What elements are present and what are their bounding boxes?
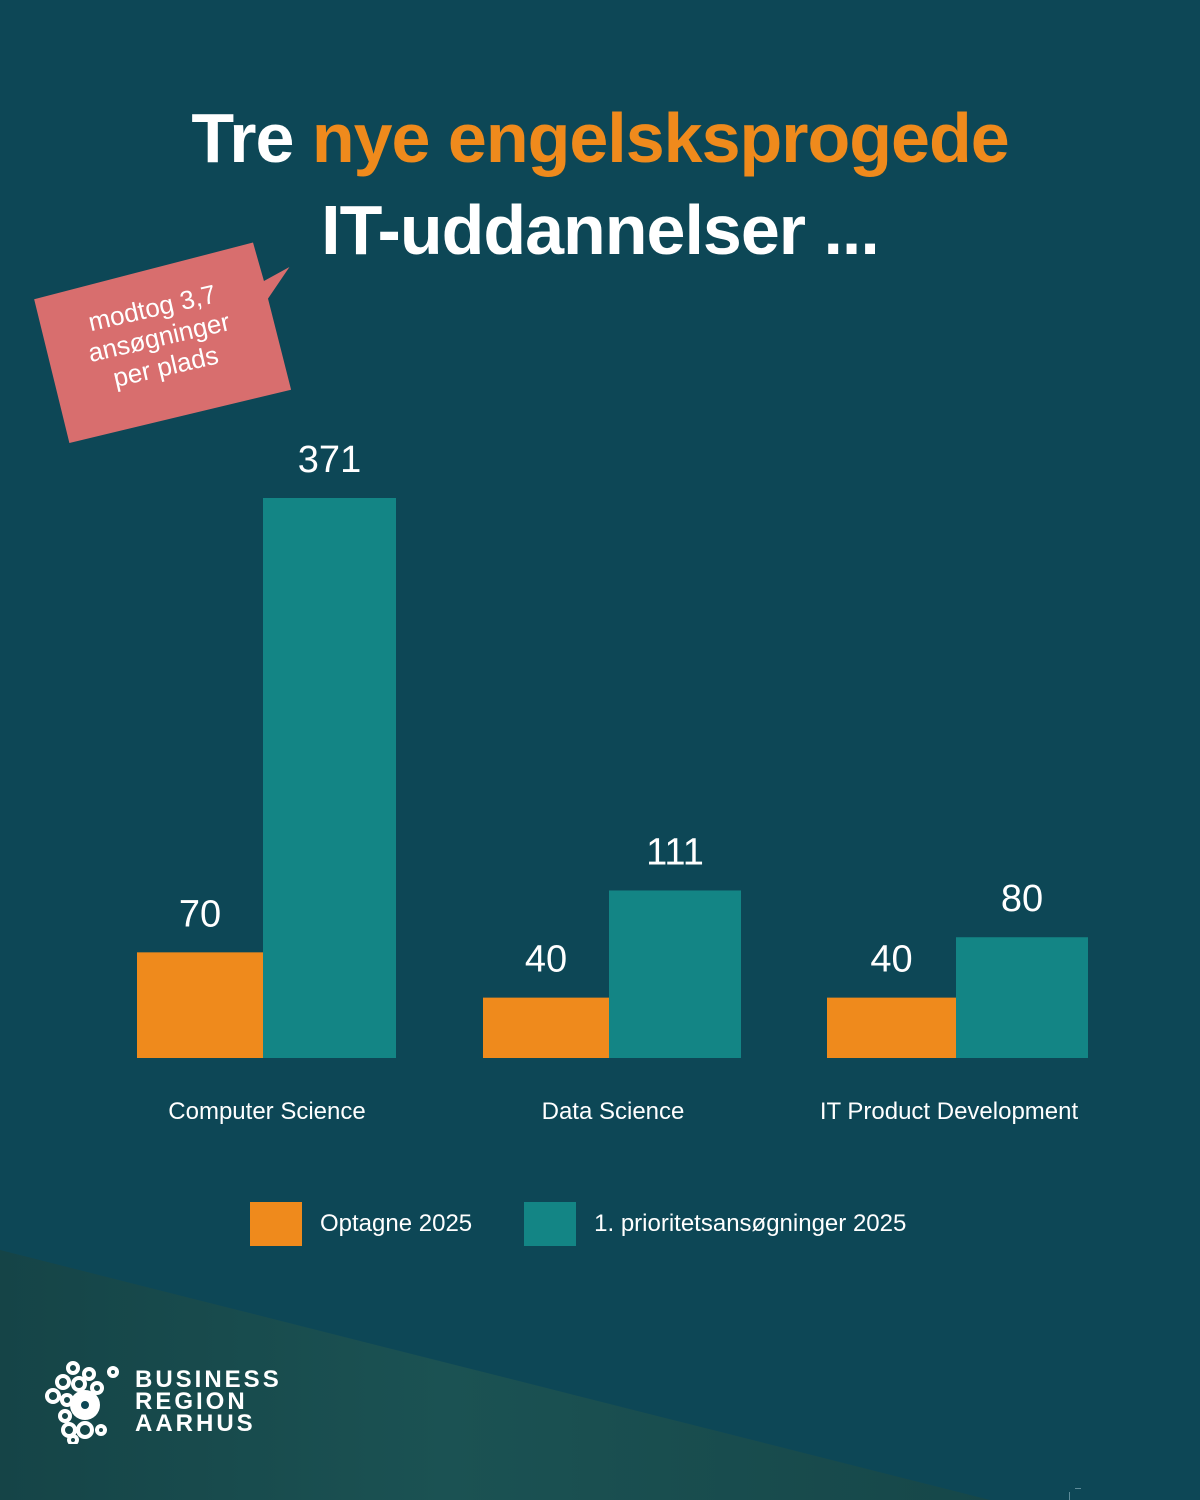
- title-line-1: Tre nye engelsksprogede: [0, 98, 1200, 178]
- bar-prioritet-computer-science: [263, 498, 396, 1058]
- legend: Optagne 2025 1. prioritetsansøgninger 20…: [250, 1202, 958, 1246]
- category-label: Computer Science: [168, 1098, 365, 1125]
- legend-item-optagne: Optagne 2025: [250, 1202, 472, 1246]
- bar-optagne-it-product-development: [827, 997, 956, 1058]
- bar-prioritet-data-science: [609, 890, 741, 1058]
- data-label: 70: [179, 893, 221, 935]
- legend-label: 1. prioritetsansøgninger 2025: [594, 1210, 907, 1237]
- data-label: 40: [870, 939, 912, 981]
- bar-optagne-computer-science: [137, 952, 263, 1058]
- title-line-2: IT-uddannelser ...: [321, 191, 880, 269]
- title-prefix: Tre: [191, 99, 294, 177]
- logo-line: BUSINESS: [135, 1366, 282, 1393]
- legend-swatch-orange: [250, 1202, 302, 1246]
- data-label: 111: [646, 831, 704, 873]
- legend-label: Optagne 2025: [320, 1210, 473, 1237]
- category-label: IT Product Development: [820, 1098, 1079, 1125]
- legend-item-prioritet: 1. prioritetsansøgninger 2025: [524, 1202, 906, 1246]
- callout-shape: [34, 242, 292, 443]
- bar-prioritet-it-product-development: [956, 937, 1088, 1058]
- data-label: 40: [525, 939, 567, 981]
- data-label: 80: [1001, 878, 1043, 920]
- logo-line: REGION: [135, 1388, 248, 1415]
- title-accent: nye engelsksprogede: [311, 99, 1010, 177]
- logo-text: BUSINESS REGION AARHUS: [135, 1366, 282, 1437]
- callout-sticker: modtog 3,7 ansøgninger per plads: [30, 238, 292, 446]
- category-label: Data Science: [542, 1098, 685, 1125]
- logo-circles-icon: [45, 1361, 119, 1444]
- logo-line: AARHUS: [135, 1410, 256, 1437]
- bar-optagne-data-science: [483, 997, 609, 1058]
- data-label: 371: [298, 439, 361, 481]
- crop-mark: [1075, 1488, 1081, 1489]
- crop-mark: [1069, 1492, 1070, 1500]
- legend-swatch-teal: [524, 1202, 577, 1246]
- business-region-aarhus-logo: BUSINESS REGION AARHUS: [45, 1360, 282, 1444]
